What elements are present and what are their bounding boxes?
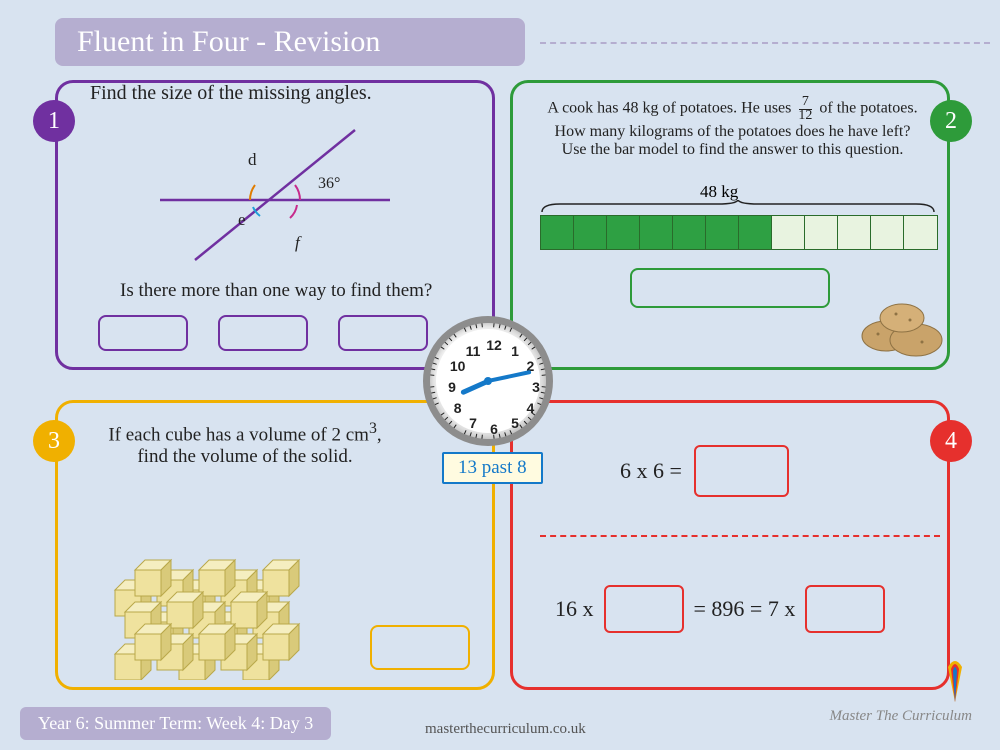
bar-segment — [607, 216, 640, 249]
bar-segment — [673, 216, 706, 249]
answer-box[interactable] — [694, 445, 789, 497]
q2-text: A cook has 48 kg of potatoes. He uses 71… — [525, 95, 940, 159]
clock-label: 13 past 8 — [442, 452, 543, 484]
page-title-banner: Fluent in Four - Revision — [55, 18, 525, 66]
bar-segment — [574, 216, 607, 249]
clock-number: 9 — [448, 379, 456, 395]
clock: 121234567891011 — [423, 316, 553, 446]
q3-answer-box[interactable] — [370, 625, 470, 670]
answer-box[interactable] — [338, 315, 428, 351]
clock-number: 5 — [511, 415, 519, 431]
q4-divider — [540, 535, 940, 537]
bar-segment — [871, 216, 904, 249]
clock-number: 11 — [466, 343, 481, 359]
panel-q4 — [510, 400, 950, 690]
header-dashed-line — [540, 42, 990, 44]
fraction: 712 — [795, 95, 815, 123]
answer-box[interactable] — [604, 585, 684, 633]
bar-brace — [540, 200, 936, 214]
clock-number: 8 — [454, 400, 462, 416]
brand-logo-icon — [940, 657, 970, 705]
answer-box[interactable] — [218, 315, 308, 351]
bar-segment — [904, 216, 937, 249]
bar-segment — [706, 216, 739, 249]
q1-answer-boxes — [98, 315, 428, 351]
bar-segment — [838, 216, 871, 249]
cubes-diagram — [105, 490, 355, 680]
badge-1: 1 — [33, 100, 75, 142]
clock-center — [484, 377, 492, 385]
answer-box[interactable] — [805, 585, 885, 633]
clock-number: 10 — [450, 358, 466, 374]
q4-equation-1: 6 x 6 = — [620, 445, 789, 497]
potatoes-icon — [858, 290, 948, 360]
angle-label-d: d — [248, 150, 257, 169]
angle-label-f: f — [295, 233, 302, 252]
footer-url: masterthecurriculum.co.uk — [425, 721, 586, 738]
page-title: Fluent in Four - Revision — [77, 25, 380, 59]
clock-number: 12 — [486, 337, 502, 353]
footer-brand: Master The Curriculum — [830, 708, 973, 725]
bar-segment — [739, 216, 772, 249]
badge-2: 2 — [930, 100, 972, 142]
q1-subquestion: Is there more than one way to find them? — [120, 280, 432, 302]
bar-segment — [772, 216, 805, 249]
bar-model — [540, 215, 938, 250]
answer-box[interactable] — [98, 315, 188, 351]
q2-answer-box[interactable] — [630, 268, 830, 308]
bar-segment — [640, 216, 673, 249]
clock-number: 7 — [469, 415, 477, 431]
bar-segment — [541, 216, 574, 249]
bar-segment — [805, 216, 838, 249]
badge-3: 3 — [33, 420, 75, 462]
angle-value: 36° — [318, 175, 340, 192]
q4-equation-2: 16 x = 896 = 7 x — [555, 585, 885, 633]
clock-number: 3 — [532, 379, 540, 395]
bar-total-label: 48 kg — [700, 182, 738, 202]
clock-number: 1 — [511, 343, 519, 359]
badge-4: 4 — [930, 420, 972, 462]
footer-left: Year 6: Summer Term: Week 4: Day 3 — [20, 707, 331, 740]
angle-label-e: e — [238, 210, 246, 229]
angle-diagram: 36° d e f — [140, 110, 410, 270]
q3-text: If each cube has a volume of 2 cm3, find… — [85, 420, 405, 468]
q1-title: Find the size of the missing angles. — [90, 82, 372, 105]
